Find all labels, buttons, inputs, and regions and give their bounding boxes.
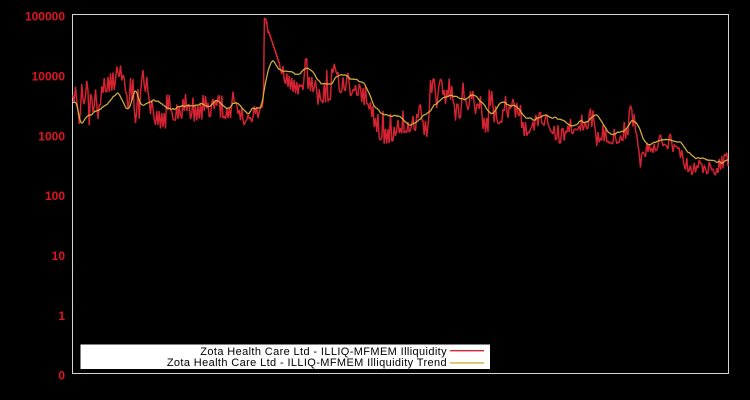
- svg-text:1: 1: [58, 309, 65, 323]
- svg-text:Zota Health Care Ltd - ILLIQ-M: Zota Health Care Ltd - ILLIQ-MFMEM Illiq…: [200, 346, 447, 358]
- svg-text:10000: 10000: [32, 70, 66, 84]
- svg-text:10: 10: [52, 249, 66, 263]
- svg-text:100000: 100000: [25, 10, 65, 24]
- svg-text:0: 0: [58, 369, 65, 383]
- svg-text:1000: 1000: [38, 129, 65, 143]
- svg-text:100: 100: [45, 189, 65, 203]
- svg-text:Zota Health Care Ltd - ILLIQ-M: Zota Health Care Ltd - ILLIQ-MFMEM Illiq…: [167, 357, 447, 369]
